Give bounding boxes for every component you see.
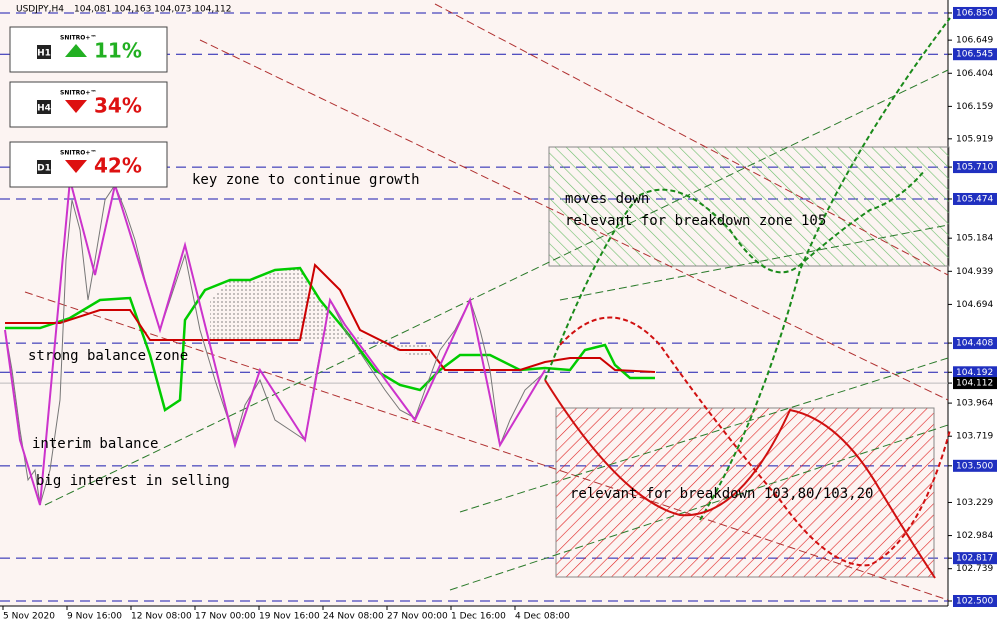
annotation: interim balance [32, 436, 158, 452]
time-tick-label: 24 Nov 08:00 [323, 612, 384, 622]
projection-down [544, 379, 936, 579]
price-tick-label: 105.184 [956, 234, 993, 244]
time-tick-label: 19 Nov 16:00 [259, 612, 320, 622]
current-price-box [953, 377, 997, 390]
indicator-panel [9, 26, 168, 73]
price-tick-label: 105.474 [956, 194, 993, 204]
percent: 11% [94, 39, 142, 63]
base-line [5, 262, 656, 373]
time-tick-label: 27 Nov 00:00 [387, 612, 448, 622]
price-tick-label: 103.719 [956, 432, 993, 442]
brand: SNITRO+™ [60, 35, 96, 42]
ohlc: 104,081 104,163 104,073 104,112 [74, 5, 231, 15]
level-label-box [953, 459, 997, 472]
cloud [210, 268, 430, 355]
percent: 42% [94, 154, 142, 178]
price-tick-label: 106.545 [956, 50, 993, 60]
timeframe-icon [37, 100, 51, 114]
price-tick-label: 103.500 [956, 461, 993, 471]
price-tick-label: 102.739 [956, 564, 993, 574]
price-tick-label: 104.112 [956, 379, 993, 389]
price-tick-label: 104.408 [956, 339, 993, 349]
time-tick-label: 12 Nov 08:00 [131, 612, 192, 622]
time-tick-label: 4 Dec 08:00 [515, 612, 570, 622]
level-label-box [953, 594, 997, 607]
level-label-box [953, 366, 997, 379]
percent: 34% [94, 94, 142, 118]
annotation: relevant for breakdown zone 105 [565, 213, 826, 229]
price-tick-label: 105.710 [956, 163, 993, 173]
price-tick-label: 106.404 [956, 69, 993, 79]
annotation: key zone to continue growth [192, 172, 420, 188]
projection-down [559, 316, 951, 567]
timeframe: H4 [37, 104, 51, 114]
price-tick-label: 103.229 [956, 498, 993, 508]
price-tick-label: 106.159 [956, 102, 993, 112]
brand: SNITRO+™ [60, 150, 96, 157]
annotation: relevant for breakdown 103,80/103,20 [570, 486, 873, 502]
indicator-panel [9, 81, 168, 128]
price-tick-label: 102.500 [956, 596, 993, 606]
level-label-box [953, 48, 997, 61]
time-tick-label: 1 Dec 16:00 [451, 612, 506, 622]
price-tick-label: 102.984 [956, 531, 993, 541]
cloud-line [5, 266, 655, 413]
price-tick-label: 104.939 [956, 267, 993, 277]
price-line [4, 183, 546, 506]
breakdown-zone [555, 407, 935, 578]
timeframe: H1 [37, 49, 51, 59]
annotation: moves down [565, 191, 649, 207]
annotation: big interest in selling [36, 473, 230, 489]
price-tick-label: 104.694 [956, 300, 993, 310]
timeframe: D1 [37, 164, 51, 174]
annotation: strong balance zone [28, 348, 188, 364]
time-tick-label: 9 Nov 16:00 [67, 612, 122, 622]
price-tick-label: 106.850 [956, 8, 993, 18]
time-tick-label: 17 Nov 00:00 [195, 612, 256, 622]
timeframe-icon [37, 45, 51, 59]
direction-arrow [65, 160, 87, 173]
level-label-box [953, 552, 997, 565]
level-label-box [953, 192, 997, 205]
price-axis-panel [948, 0, 1000, 626]
direction-arrow [65, 100, 87, 113]
projection-up [544, 169, 926, 381]
projection-up [699, 17, 951, 521]
symbol: USDJPY,H4 [16, 5, 64, 15]
price-tick-label: 103.964 [956, 399, 993, 409]
price-tick-label: 104.192 [956, 368, 993, 378]
time-tick-label: 5 Nov 2020 [3, 612, 55, 622]
price-tick-label: 105.919 [956, 134, 993, 144]
growth-zone [548, 146, 950, 267]
brand: SNITRO+™ [60, 90, 96, 97]
indicator-panel [9, 141, 168, 188]
level-label-box [953, 337, 997, 350]
level-label-box [953, 161, 997, 174]
level-label-box [953, 6, 997, 19]
price-tick-label: 102.817 [956, 554, 993, 564]
timeframe-icon [37, 160, 51, 174]
zigzag [4, 179, 546, 506]
direction-arrow [65, 44, 87, 57]
price-tick-label: 106.649 [956, 36, 993, 46]
channel-lines [24, 3, 949, 601]
